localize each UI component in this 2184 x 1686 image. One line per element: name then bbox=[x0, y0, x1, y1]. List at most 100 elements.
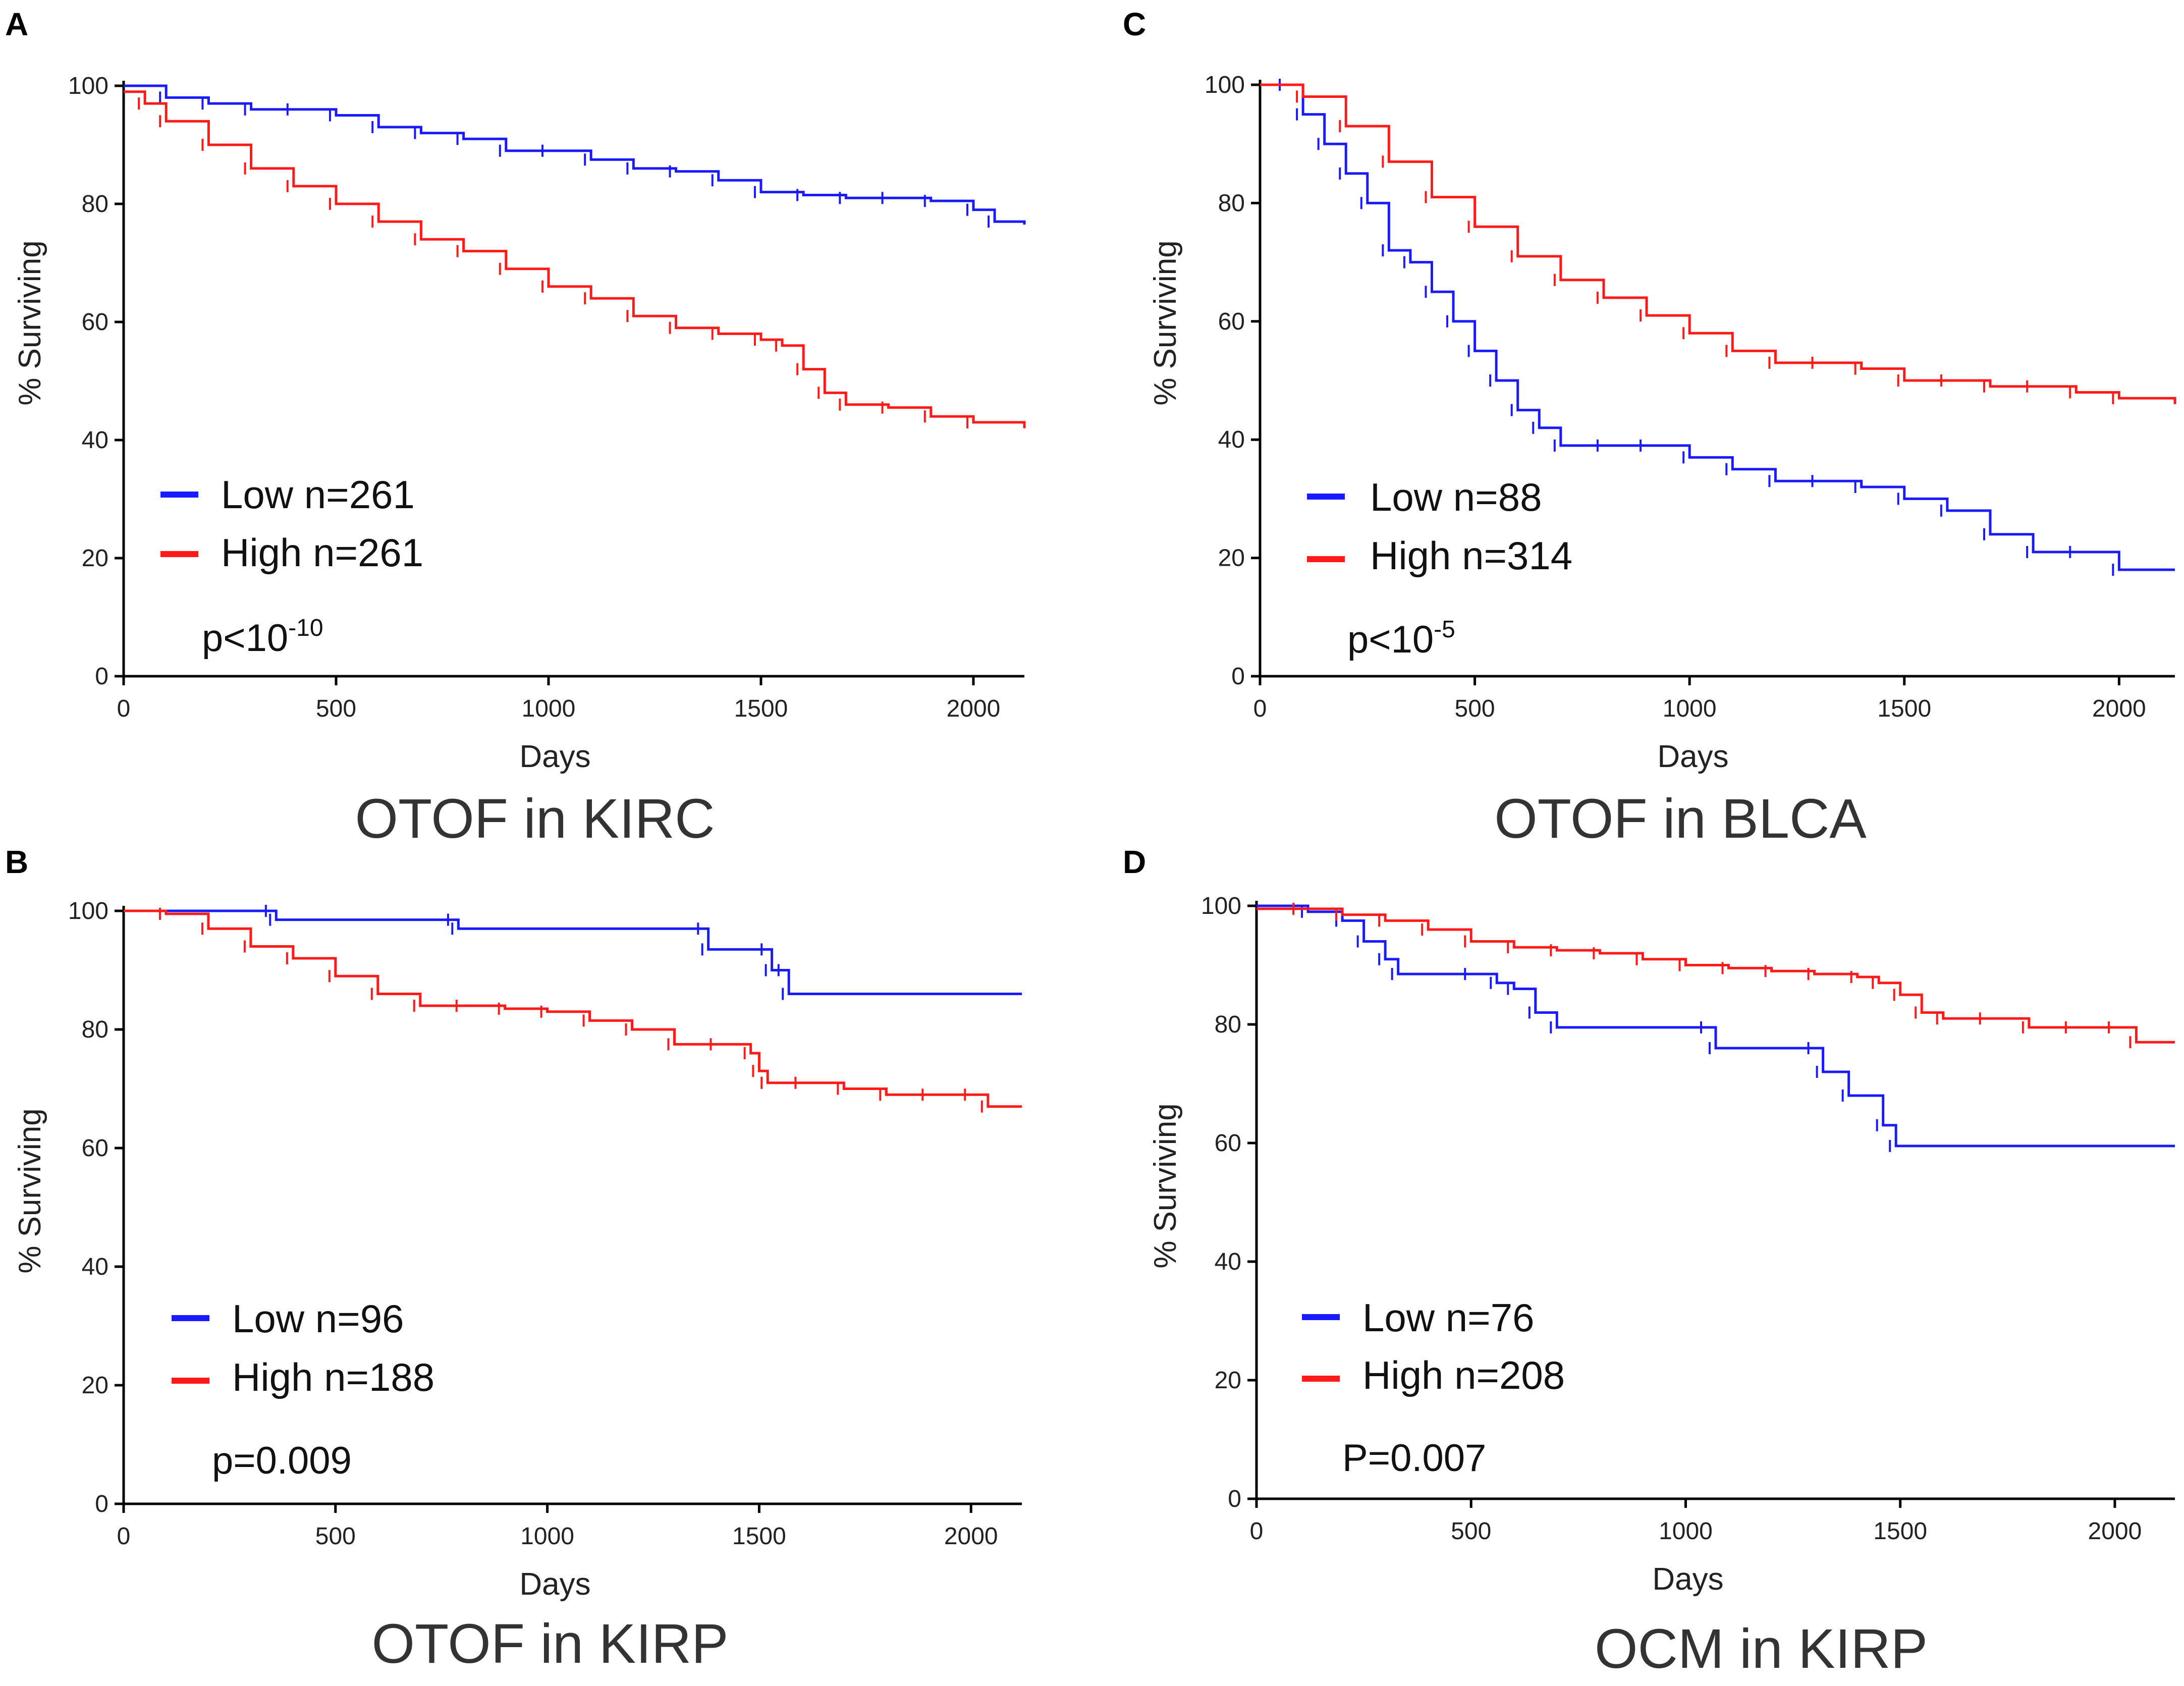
legend-label-low: Low n=96 bbox=[232, 1296, 404, 1341]
x-tick-label: 0 bbox=[117, 1523, 131, 1550]
x-axis-label: Days bbox=[519, 1567, 590, 1602]
chart-title: OTOF in BLCA bbox=[1494, 788, 1867, 850]
series-low-censor-marks bbox=[1279, 79, 2114, 576]
y-tick-label: 0 bbox=[1228, 1486, 1241, 1512]
series-low-censor-marks bbox=[1301, 905, 1891, 1152]
y-tick-label: 80 bbox=[1218, 190, 1245, 216]
x-axis-label: Days bbox=[1657, 739, 1728, 774]
x-tick-label: 0 bbox=[1253, 695, 1267, 722]
panel-d: D % Surviving Days OCM in KIRP 0 20 40 60 80… bbox=[1123, 844, 2175, 1680]
x-axis-label: Days bbox=[519, 739, 590, 774]
x-tick-label: 1500 bbox=[734, 695, 788, 722]
y-axis-label: % Surviving bbox=[13, 1108, 47, 1273]
y-tick-label: 60 bbox=[1218, 308, 1245, 335]
y-tick-label: 40 bbox=[1218, 426, 1245, 453]
chart-title: OTOF in KIRP bbox=[372, 1613, 729, 1675]
x-axis-label: Days bbox=[1652, 1562, 1723, 1597]
x-tick-label: 500 bbox=[1455, 695, 1495, 722]
series-low-curve bbox=[124, 909, 1022, 995]
y-tick-label: 80 bbox=[1215, 1011, 1241, 1038]
y-axis-label: % Surviving bbox=[1148, 1103, 1183, 1268]
legend-label-high: High n=208 bbox=[1362, 1353, 1565, 1397]
x-tick-label: 500 bbox=[1451, 1518, 1491, 1545]
legend-label-high: High n=261 bbox=[221, 530, 423, 575]
panel-a: A % Surviving Days OTOF in KIRC 0 20 40 60 8… bbox=[5, 6, 1026, 850]
legend-label-low: Low n=76 bbox=[1362, 1295, 1534, 1340]
series-low-censor-marks bbox=[159, 91, 990, 228]
panel-letter: A bbox=[5, 6, 28, 42]
series-low-censor-marks bbox=[264, 905, 784, 1000]
legend: Low n=88 High n=314 bbox=[1307, 475, 1572, 578]
x-tick-label: 2000 bbox=[2092, 695, 2146, 722]
legend: Low n=76 High n=208 bbox=[1302, 1295, 1565, 1397]
chart-title: OCM in KIRP bbox=[1595, 1618, 1928, 1680]
series-high-curve bbox=[1257, 907, 2175, 1044]
p-value: p<10-10 bbox=[202, 615, 323, 660]
y-tick-label: 100 bbox=[68, 898, 108, 924]
y-tick-label: 20 bbox=[82, 545, 108, 572]
curves bbox=[124, 84, 1026, 428]
y-tick-label: 60 bbox=[1215, 1130, 1241, 1157]
legend-label-high: High n=188 bbox=[232, 1355, 434, 1399]
x-tick-label: 1500 bbox=[732, 1523, 786, 1550]
y-tick-label: 20 bbox=[82, 1372, 108, 1399]
y-tick-label: 0 bbox=[1231, 663, 1245, 690]
panel-letter: C bbox=[1123, 6, 1146, 42]
y-tick-label: 40 bbox=[82, 1254, 108, 1280]
y-tick-label: 0 bbox=[95, 1491, 108, 1517]
x-tick-label: 2000 bbox=[947, 695, 1001, 722]
legend-label-high: High n=314 bbox=[1370, 533, 1572, 578]
p-value: p<10-5 bbox=[1347, 616, 1455, 661]
y-tick-label: 20 bbox=[1218, 545, 1245, 572]
series-low-curve bbox=[1257, 904, 2175, 1148]
x-tick-label: 0 bbox=[1250, 1518, 1264, 1545]
x-tick-label: 500 bbox=[316, 695, 356, 722]
x-tick-label: 1500 bbox=[1873, 1518, 1927, 1545]
x-tick-label: 2000 bbox=[2088, 1518, 2142, 1545]
series-high-censor-marks bbox=[138, 97, 968, 428]
y-tick-label: 100 bbox=[1205, 72, 1245, 98]
series-low-curve bbox=[124, 84, 1026, 225]
x-tick-label: 1000 bbox=[1663, 695, 1717, 722]
panel-letter: B bbox=[5, 844, 28, 880]
curves bbox=[124, 905, 1022, 1113]
p-value-exponent: -5 bbox=[1434, 616, 1455, 643]
curves bbox=[1257, 902, 2175, 1152]
y-tick-label: 60 bbox=[82, 309, 108, 336]
p-value-base: p<10 bbox=[1347, 618, 1434, 661]
y-tick-label: 20 bbox=[1215, 1367, 1241, 1394]
x-tick-label: 0 bbox=[117, 695, 131, 722]
p-value-base: p=0.009 bbox=[212, 1439, 352, 1482]
y-axis-label: % Surviving bbox=[13, 240, 47, 405]
y-tick-label: 40 bbox=[82, 427, 108, 454]
p-value: P=0.007 bbox=[1342, 1437, 1486, 1480]
legend-label-low: Low n=88 bbox=[1370, 475, 1542, 519]
panel-b: B % Surviving Days OTOF in KIRP 0 20 40 60 8… bbox=[5, 844, 1022, 1675]
series-high-censor-marks bbox=[1296, 90, 2114, 405]
legend: Low n=261 High n=261 bbox=[160, 472, 423, 575]
x-tick-label: 1000 bbox=[522, 695, 576, 722]
series-high-curve bbox=[124, 909, 1022, 1108]
y-tick-label: 60 bbox=[82, 1135, 108, 1162]
p-value: p=0.009 bbox=[212, 1439, 352, 1482]
y-tick-label: 100 bbox=[68, 73, 108, 99]
x-tick-label: 1500 bbox=[1877, 695, 1931, 722]
panel-c: C % Surviving Days OTOF in BLCA 0 20 40 60 8… bbox=[1123, 6, 2176, 850]
series-high-censor-marks bbox=[158, 907, 983, 1113]
p-value-base: P=0.007 bbox=[1342, 1437, 1486, 1480]
legend-label-low: Low n=261 bbox=[221, 472, 415, 517]
x-tick-label: 2000 bbox=[944, 1523, 998, 1550]
series-high-curve bbox=[1260, 83, 2176, 404]
x-tick-label: 500 bbox=[315, 1523, 356, 1550]
x-tick-label: 1000 bbox=[1659, 1518, 1713, 1545]
series-high-censor-marks bbox=[1292, 902, 2132, 1049]
panel-letter: D bbox=[1123, 844, 1146, 880]
series-high-curve bbox=[124, 90, 1026, 428]
y-tick-label: 0 bbox=[95, 663, 108, 690]
y-tick-label: 100 bbox=[1201, 893, 1241, 919]
